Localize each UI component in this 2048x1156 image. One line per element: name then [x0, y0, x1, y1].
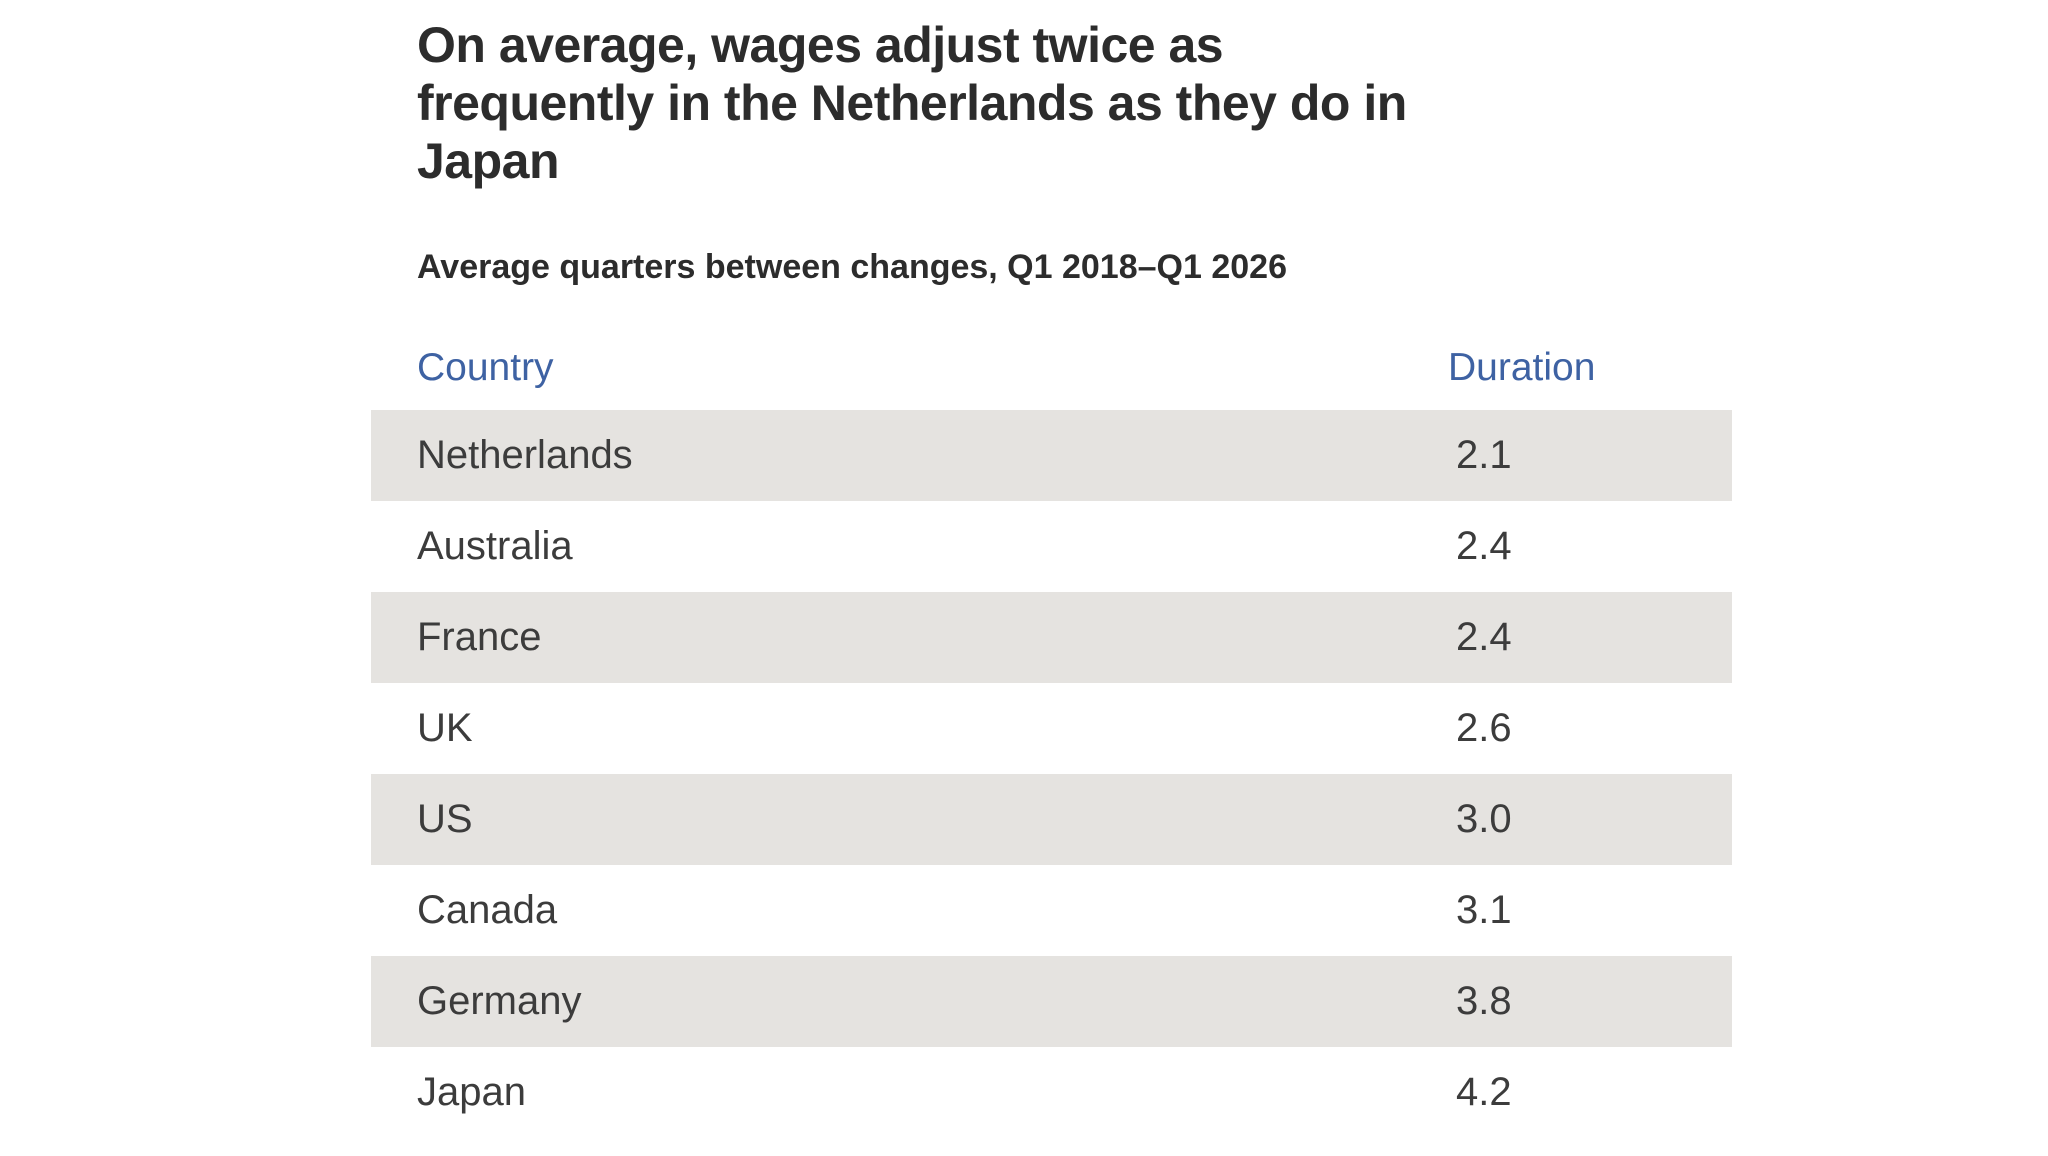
table-row: US 3.0	[371, 774, 1732, 865]
duration-cell: 3.0	[1456, 797, 1512, 841]
duration-cell: 2.1	[1456, 433, 1512, 477]
table-body: Netherlands 2.1 Australia 2.4 France 2.4…	[371, 410, 1732, 1138]
country-cell: Netherlands	[417, 433, 633, 477]
duration-cell: 2.4	[1456, 615, 1512, 659]
table-row: Germany 3.8	[371, 956, 1732, 1047]
chart-subtitle: Average quarters between changes, Q1 201…	[417, 248, 1287, 286]
column-header-duration[interactable]: Duration	[1448, 346, 1596, 389]
duration-cell: 3.8	[1456, 979, 1512, 1023]
country-cell: Australia	[417, 524, 573, 568]
country-cell: Canada	[417, 888, 558, 932]
table-row: Australia 2.4	[371, 501, 1732, 592]
table-header-row: Country Duration	[371, 346, 1732, 410]
duration-cell: 2.4	[1456, 524, 1512, 568]
data-table: Country Duration Netherlands 2.1 Austral…	[371, 346, 1732, 1138]
duration-cell: 2.6	[1456, 706, 1512, 750]
table-row: UK 2.6	[371, 683, 1732, 774]
country-cell: UK	[417, 706, 473, 750]
country-cell: Germany	[417, 979, 582, 1023]
country-cell: US	[417, 797, 473, 841]
chart-title: On average, wages adjust twice as freque…	[417, 17, 1407, 189]
duration-cell: 4.2	[1456, 1070, 1512, 1114]
table-row: France 2.4	[371, 592, 1732, 683]
table-row: Netherlands 2.1	[371, 410, 1732, 501]
column-header-country[interactable]: Country	[417, 346, 554, 389]
table-row: Canada 3.1	[371, 865, 1732, 956]
table-row: Japan 4.2	[371, 1047, 1732, 1138]
duration-cell: 3.1	[1456, 888, 1512, 932]
country-cell: Japan	[417, 1070, 526, 1114]
country-cell: France	[417, 615, 542, 659]
